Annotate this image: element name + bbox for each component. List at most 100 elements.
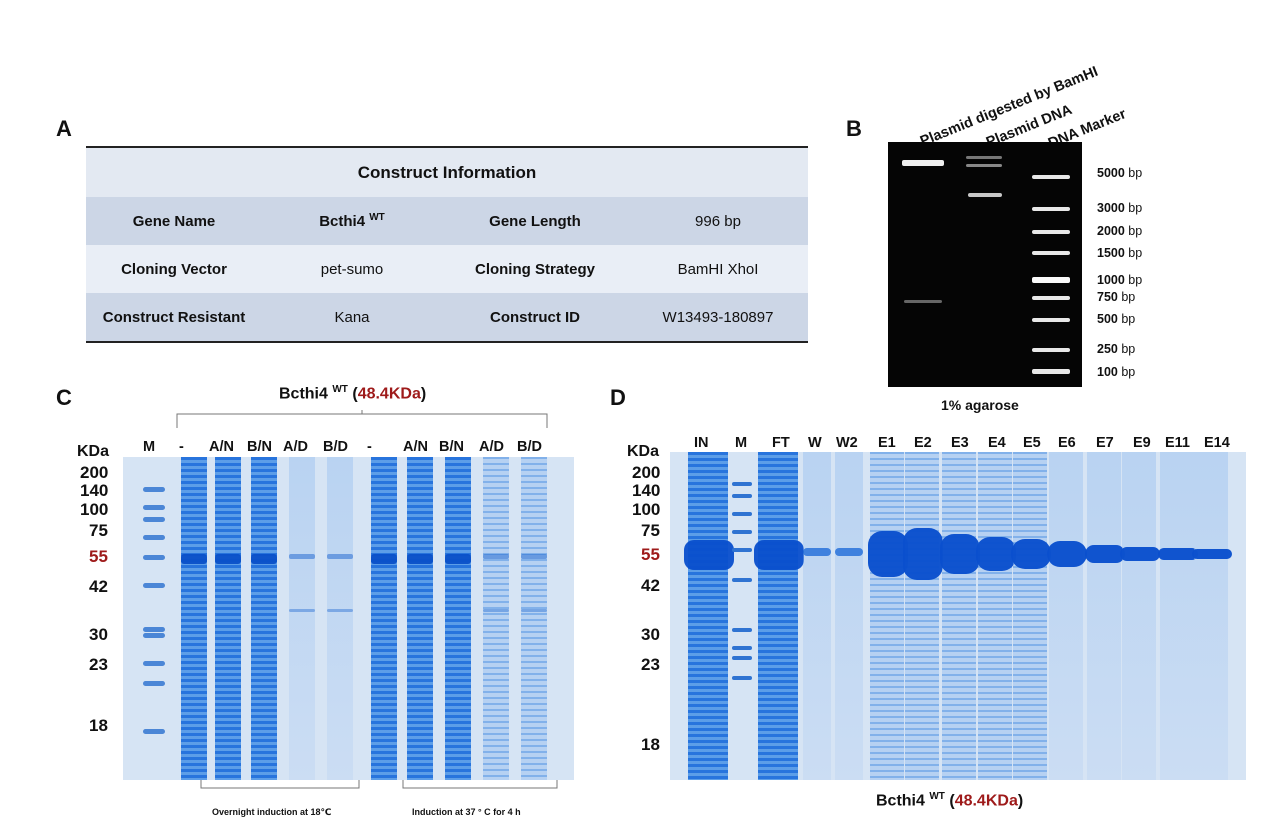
gel-lane bbox=[215, 457, 241, 780]
mw-label: 18 bbox=[89, 716, 108, 735]
gel-band bbox=[966, 156, 1002, 159]
gel-band bbox=[732, 530, 752, 534]
gel-lane bbox=[1013, 452, 1047, 780]
gel-band bbox=[732, 482, 752, 486]
gel-lane bbox=[870, 452, 904, 780]
lane-label: B/D bbox=[323, 439, 348, 455]
marker-band bbox=[1032, 296, 1070, 300]
gel-band bbox=[803, 548, 831, 556]
lane-label: M bbox=[143, 439, 156, 455]
table-cell: W13493-180897 bbox=[662, 308, 774, 326]
lane-label: A/D bbox=[479, 439, 504, 455]
gel-band bbox=[732, 548, 752, 552]
gel-lane bbox=[1194, 452, 1228, 780]
lane-label: W bbox=[808, 435, 822, 451]
gel-band bbox=[181, 554, 207, 564]
gel-lane bbox=[905, 452, 939, 780]
lane-label: - bbox=[179, 439, 184, 455]
lane-label: A/D bbox=[283, 439, 308, 455]
lane-label: A/N bbox=[403, 439, 428, 455]
gel-band bbox=[754, 540, 804, 570]
panel-letter-d: D bbox=[610, 385, 626, 410]
mw-label: 75 bbox=[89, 521, 108, 540]
gel-band bbox=[732, 494, 752, 498]
gel-band bbox=[1120, 547, 1160, 561]
gel-band bbox=[143, 505, 165, 510]
marker-band bbox=[1032, 175, 1070, 179]
size-label: 750 bp bbox=[1097, 290, 1136, 304]
gel-lane bbox=[758, 452, 798, 780]
table-row: Construct Resistant Kana Construct ID W1… bbox=[86, 293, 808, 341]
mw-label: 200 bbox=[80, 463, 109, 482]
caption-37c: Induction at 37 ° C for 4 h bbox=[412, 807, 521, 817]
gel-lane bbox=[407, 457, 433, 780]
mw-label: 23 bbox=[89, 655, 108, 674]
table-cell: Gene Name bbox=[132, 212, 216, 230]
mw-label-55: 55 bbox=[89, 547, 108, 566]
table-cell: pet-sumo bbox=[320, 260, 384, 278]
agarose-caption: 1% agarose bbox=[941, 397, 1019, 413]
gel-band bbox=[371, 554, 397, 564]
gel-lane bbox=[803, 452, 831, 780]
gene-name-sup: WT bbox=[369, 212, 385, 223]
gel-band bbox=[1192, 549, 1232, 559]
lane-label: B/D bbox=[517, 439, 542, 455]
mw-unit: KDa bbox=[77, 443, 110, 460]
marker-band bbox=[1032, 348, 1070, 352]
gel-band bbox=[732, 656, 752, 660]
lane-label: E3 bbox=[951, 435, 969, 451]
gel-band bbox=[143, 661, 165, 666]
gel-band bbox=[521, 554, 547, 559]
lane-label: E1 bbox=[878, 435, 896, 451]
gene-name-value: Bcthi4 bbox=[319, 213, 366, 230]
gel-lane bbox=[483, 457, 509, 780]
gel-band bbox=[143, 517, 165, 522]
size-label: 250 bp bbox=[1097, 342, 1136, 356]
mw-label: 140 bbox=[80, 481, 109, 500]
table-cell: Bcthi4 WT bbox=[262, 212, 442, 230]
lane-label: E2 bbox=[914, 435, 932, 451]
lane-label: W2 bbox=[836, 435, 858, 451]
gel-lane bbox=[371, 457, 397, 780]
gel-band bbox=[143, 627, 165, 632]
bracket-top bbox=[176, 410, 548, 428]
gel-band bbox=[976, 537, 1016, 571]
gel-band bbox=[732, 628, 752, 632]
bracket-bottom-right bbox=[402, 780, 558, 789]
gel-lane bbox=[1087, 452, 1121, 780]
sds-gel-c bbox=[123, 457, 574, 780]
mw-label: 100 bbox=[80, 500, 109, 519]
marker-band bbox=[1032, 230, 1070, 234]
gel-band bbox=[835, 548, 863, 556]
mw-unit: KDa bbox=[627, 443, 660, 460]
panel-letter-a: A bbox=[56, 116, 72, 141]
gel-band bbox=[940, 534, 980, 574]
gel-band bbox=[1047, 541, 1087, 567]
gel-lane bbox=[289, 457, 315, 780]
lane-label: E9 bbox=[1133, 435, 1151, 451]
size-label: 100 bp bbox=[1097, 365, 1136, 379]
lane-label: B/N bbox=[439, 439, 464, 455]
lane-label: E4 bbox=[988, 435, 1006, 451]
table-cell: BamHI XhoI bbox=[677, 260, 759, 278]
lane-label: E6 bbox=[1058, 435, 1076, 451]
panel-letter-c: C bbox=[56, 385, 72, 410]
gel-lane bbox=[521, 457, 547, 780]
gel-band bbox=[407, 554, 433, 564]
gel-band bbox=[445, 554, 471, 564]
gel-lane bbox=[445, 457, 471, 780]
table-row: Gene Name Bcthi4 WT Gene Length 996 bp bbox=[86, 197, 808, 245]
marker-band bbox=[1032, 251, 1070, 255]
gel-band bbox=[966, 164, 1002, 167]
marker-band bbox=[1032, 277, 1070, 283]
mw-label: 200 bbox=[632, 463, 661, 482]
gel-lane bbox=[942, 452, 976, 780]
gel-lane bbox=[1122, 452, 1156, 780]
gel-band bbox=[902, 160, 944, 166]
gel-band bbox=[732, 676, 752, 680]
lane-label: - bbox=[367, 439, 372, 455]
gel-band bbox=[521, 609, 547, 612]
gel-d-title: Bcthi4 WT (48.4KDa) bbox=[876, 791, 1024, 810]
mw-label: 30 bbox=[89, 625, 108, 644]
table-cell: Kana bbox=[334, 308, 370, 326]
